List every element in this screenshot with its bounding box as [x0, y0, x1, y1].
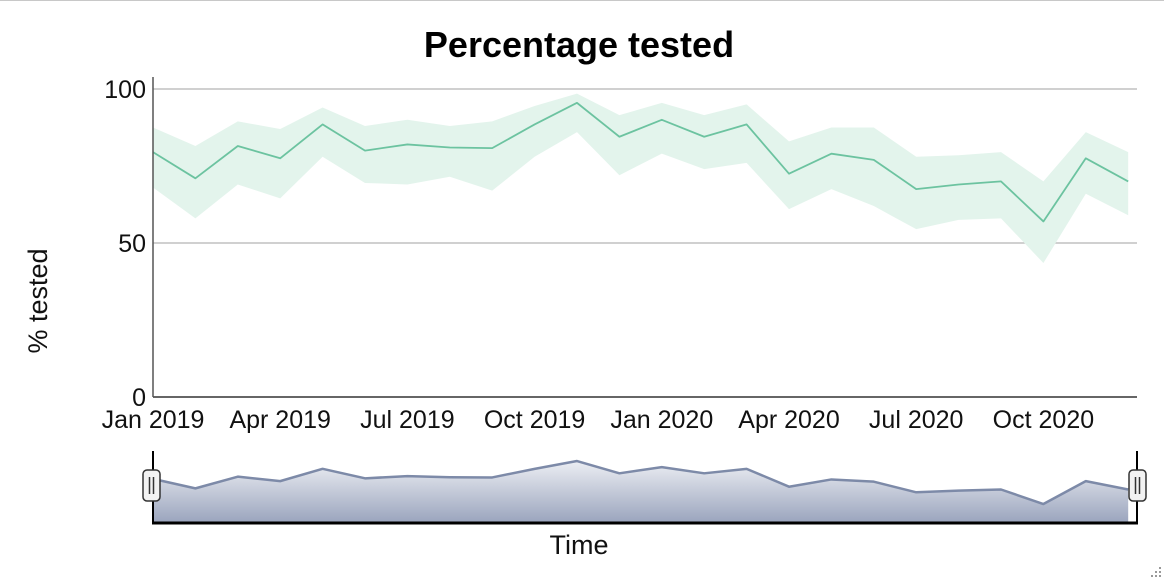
navigator-right-handle[interactable] — [1128, 469, 1147, 502]
confidence-band-area — [153, 93, 1129, 264]
confidence-band — [153, 93, 1129, 264]
x-tick-label: Oct 2020 — [993, 406, 1094, 434]
x-tick-label: Jan 2020 — [610, 406, 713, 434]
gridlines — [153, 88, 1137, 398]
series-polyline — [152, 101, 1129, 223]
x-tick-labels: Jan 2019 Apr 2019 Jul 2019 Oct 2019 Jan 2020… — [102, 406, 1095, 434]
y-axis-label: % tested — [23, 248, 53, 353]
x-tick-label: Jul 2020 — [869, 406, 964, 434]
series-line — [152, 101, 1129, 223]
range-navigator[interactable] — [152, 459, 1129, 523]
navigator-line — [152, 459, 1129, 506]
y-tick-label: 100 — [104, 76, 146, 104]
x-tick-label: Jul 2019 — [360, 406, 455, 434]
navigator-left-handle[interactable] — [142, 469, 161, 502]
navigator-label: Time — [550, 530, 609, 560]
y-tick-label: 50 — [118, 230, 146, 258]
x-tick-label: Oct 2019 — [484, 406, 585, 434]
x-tick-label: Apr 2019 — [229, 406, 330, 434]
navigator-area — [153, 461, 1129, 523]
chart-title: Percentage tested — [424, 24, 734, 65]
x-tick-label: Jan 2019 — [102, 406, 205, 434]
y-tick-labels: 0 50 100 — [104, 76, 146, 412]
x-tick-label: Apr 2020 — [738, 406, 839, 434]
y-tick-label: 0 — [132, 384, 146, 412]
